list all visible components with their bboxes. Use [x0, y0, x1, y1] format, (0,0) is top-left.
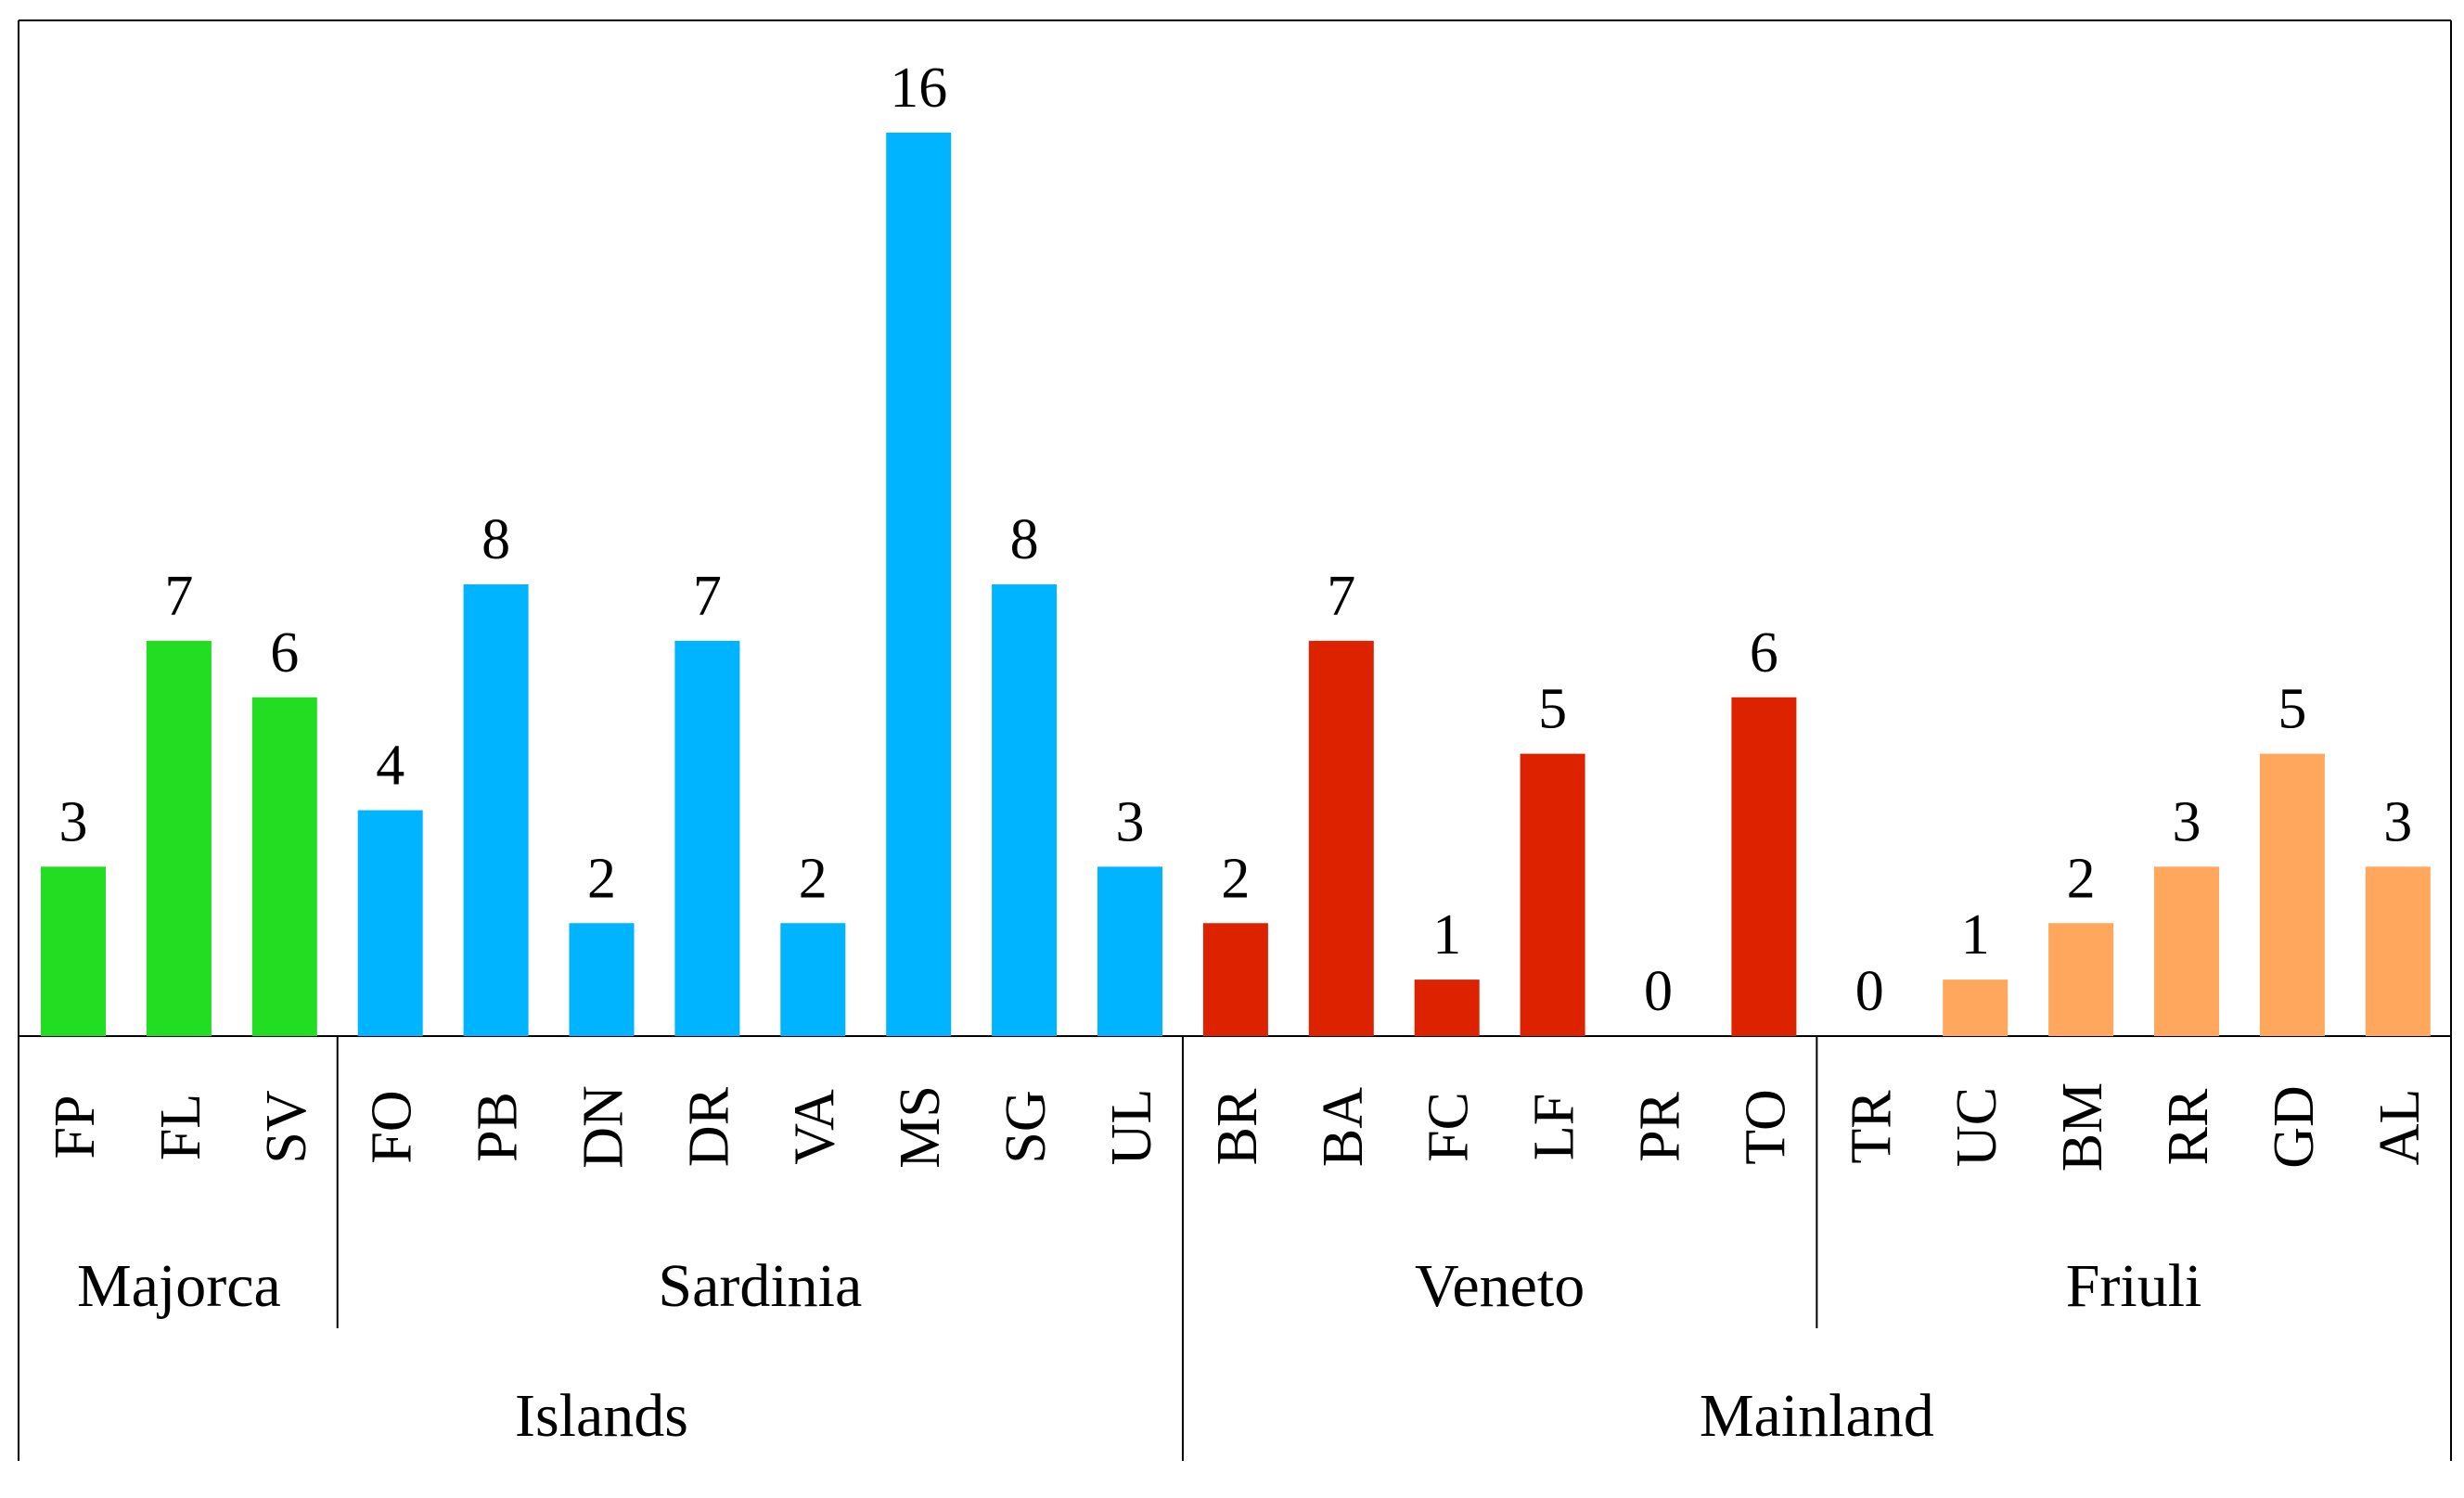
value-label-ba: 7 — [1327, 565, 1355, 628]
region-label-majorca: Majorca — [77, 1252, 281, 1320]
area-label-mainland: Mainland — [1700, 1382, 1934, 1450]
bar-sg — [992, 584, 1058, 1036]
tick-label-sv: SV — [255, 1090, 318, 1163]
tick-label-uc: UC — [1945, 1087, 2008, 1167]
bar-gd — [2259, 753, 2325, 1036]
region-label-sardinia: Sardinia — [658, 1252, 862, 1320]
tick-label-to: TO — [1734, 1089, 1797, 1165]
bar-fl — [146, 640, 212, 1036]
value-label-lf: 5 — [1538, 678, 1567, 741]
tick-label-sg: SG — [995, 1090, 1058, 1163]
tick-label-ul: UL — [1100, 1089, 1163, 1166]
tick-label-fc: FC — [1418, 1092, 1481, 1162]
tick-label-tr: TR — [1840, 1090, 1903, 1164]
bar-fc — [1414, 979, 1480, 1036]
tick-label-br: BR — [1206, 1088, 1269, 1165]
bar-br — [1202, 923, 1268, 1036]
tick-label-gd: GD — [2263, 1085, 2326, 1169]
tick-label-rr: RR — [2157, 1088, 2220, 1165]
tick-label-lf: LF — [1523, 1094, 1586, 1160]
tick-label-fp: FP — [44, 1095, 107, 1159]
value-label-fp: 3 — [59, 790, 88, 853]
value-label-bm: 2 — [2067, 847, 2096, 910]
value-label-dr: 7 — [693, 565, 722, 628]
bar-to — [1731, 697, 1797, 1036]
bar-ms — [886, 133, 952, 1036]
tick-label-bm: BM — [2051, 1082, 2114, 1172]
value-label-ul: 3 — [1116, 790, 1145, 853]
bar-ba — [1308, 640, 1374, 1036]
value-label-to: 6 — [1750, 621, 1778, 685]
value-label-va: 2 — [799, 847, 828, 910]
area-label-islands: Islands — [515, 1382, 688, 1450]
bar-pb — [463, 584, 529, 1036]
tick-label-dn: DN — [572, 1085, 635, 1169]
value-label-pr: 0 — [1644, 960, 1673, 1023]
tick-label-pr: PR — [1629, 1091, 1692, 1161]
bar-fp — [41, 866, 106, 1036]
value-label-br: 2 — [1221, 847, 1250, 910]
tick-label-ba: BA — [1312, 1087, 1375, 1167]
bar-bm — [2048, 923, 2114, 1036]
bar-va — [780, 923, 846, 1036]
value-label-fl: 7 — [164, 565, 193, 628]
tick-label-pb: PB — [467, 1092, 530, 1162]
tick-label-fo: FO — [361, 1090, 424, 1163]
region-label-friuli: Friuli — [2066, 1252, 2202, 1320]
value-label-tr: 0 — [1855, 960, 1884, 1023]
bar-fo — [357, 810, 423, 1036]
value-label-ms: 16 — [890, 57, 947, 120]
value-label-uc: 1 — [1961, 903, 1990, 967]
value-label-gd: 5 — [2278, 678, 2306, 741]
value-label-al: 3 — [2383, 790, 2412, 853]
bar-rr — [2154, 866, 2219, 1036]
tick-label-dr: DR — [677, 1086, 740, 1167]
bar-dn — [569, 923, 635, 1036]
bar-ul — [1097, 866, 1162, 1036]
value-label-sv: 6 — [270, 621, 299, 685]
bar-sv — [251, 697, 317, 1036]
value-label-fo: 4 — [376, 735, 404, 798]
tick-label-fl: FL — [149, 1094, 212, 1160]
value-label-rr: 3 — [2173, 790, 2201, 853]
tick-label-va: VA — [783, 1089, 846, 1165]
region-label-veneto: Veneto — [1415, 1252, 1585, 1320]
bar-uc — [1943, 979, 2008, 1036]
bar-dr — [674, 640, 740, 1036]
value-label-pb: 8 — [481, 508, 510, 571]
tick-label-ms: MS — [889, 1085, 952, 1169]
bar-lf — [1520, 753, 1585, 1036]
bar-al — [2365, 866, 2431, 1036]
value-label-sg: 8 — [1010, 508, 1039, 571]
value-label-dn: 2 — [587, 847, 616, 910]
tick-label-al: AL — [2368, 1089, 2432, 1166]
value-label-fc: 1 — [1432, 903, 1461, 967]
